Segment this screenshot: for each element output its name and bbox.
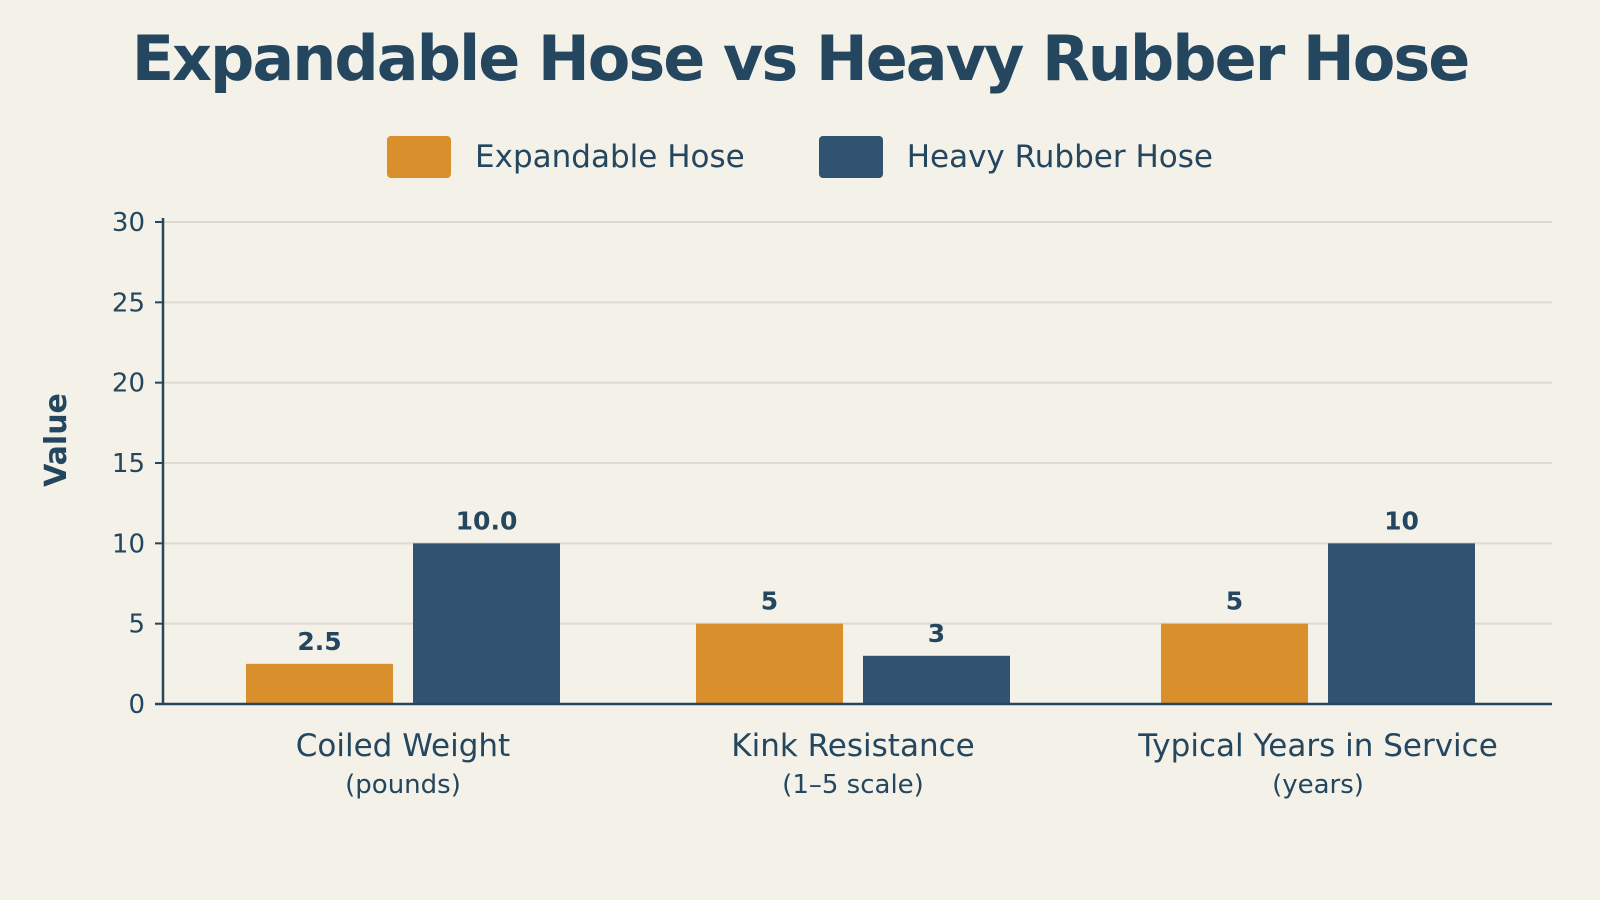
bar-rubber-0: [413, 543, 560, 704]
y-tick-label-20: 20: [112, 369, 145, 399]
x-category-unit-0: (pounds): [345, 770, 461, 800]
y-tick-label-0: 0: [128, 690, 145, 720]
y-tick-label-10: 10: [112, 529, 145, 559]
chart-title: Expandable Hose vs Heavy Rubber Hose: [131, 22, 1471, 95]
legend-label-rubber: Heavy Rubber Hose: [906, 139, 1213, 175]
y-tick-label-15: 15: [112, 449, 145, 479]
x-category-label-0: Coiled Weight: [296, 728, 510, 764]
bar-rubber-1: [863, 655, 1010, 704]
bar-rubber-2: [1328, 543, 1475, 704]
bar-value-label-expandable-0: 2.5: [297, 627, 341, 656]
bar-value-label-expandable-2: 5: [1226, 587, 1243, 616]
bar-value-label-rubber-0: 10.0: [456, 506, 518, 535]
legend-item-expandable: Expandable Hose: [387, 136, 745, 178]
legend-swatch-rubber: [818, 136, 883, 178]
bar-expandable-1: [696, 623, 843, 704]
labels: 0 5 10 15 20 25 30 2.5 10.0 Coiled Weight (pounds)…: [112, 208, 1498, 800]
bar-value-label-rubber-1: 3: [928, 619, 945, 648]
x-category-label-2: Typical Years in Service: [1137, 728, 1498, 764]
bar-value-label-rubber-2: 10: [1384, 506, 1419, 535]
y-axis-label: Value: [39, 393, 74, 487]
bars: [246, 543, 1475, 704]
bar-expandable-2: [1161, 623, 1308, 704]
legend-item-rubber: Heavy Rubber Hose: [818, 136, 1213, 178]
legend: Expandable Hose Heavy Rubber Hose: [0, 136, 1600, 178]
x-category-unit-2: (years): [1272, 770, 1364, 800]
y-tick-label-5: 5: [128, 610, 145, 640]
bar-expandable-0: [246, 663, 393, 704]
grid-lines: [163, 221, 1552, 625]
bar-value-label-expandable-1: 5: [761, 587, 778, 616]
legend-swatch-expandable: [387, 136, 452, 178]
x-category-unit-1: (1–5 scale): [782, 770, 924, 800]
y-tick-label-30: 30: [112, 208, 145, 238]
y-tick-label-25: 25: [112, 288, 145, 318]
x-category-label-1: Kink Resistance: [731, 728, 974, 764]
legend-label-expandable: Expandable Hose: [475, 139, 745, 175]
axes: [155, 218, 1552, 706]
